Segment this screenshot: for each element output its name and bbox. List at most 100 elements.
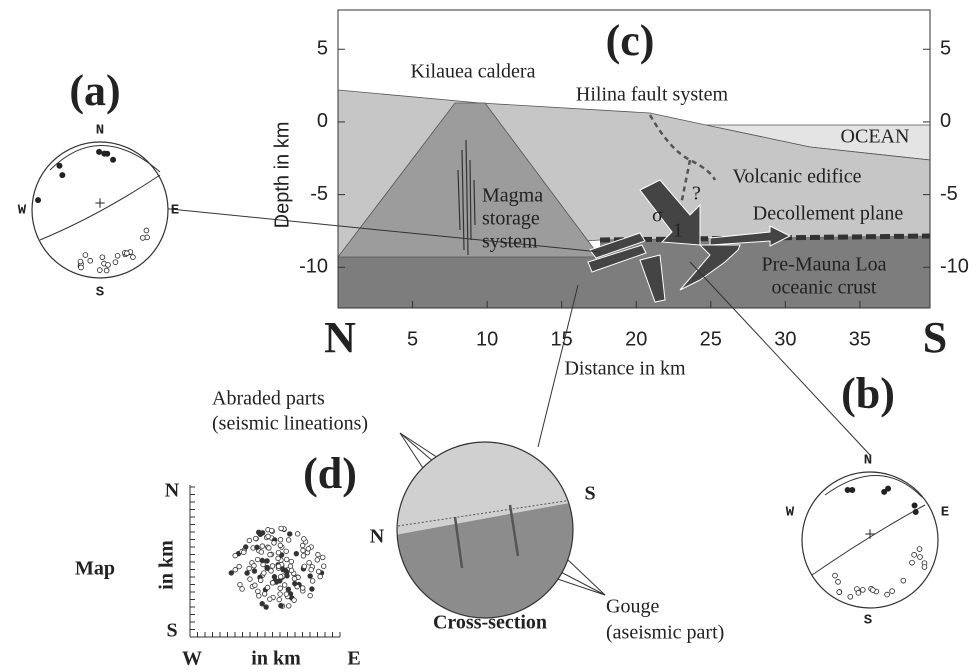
map-axis-label: in km — [251, 648, 301, 670]
map-point — [245, 571, 250, 576]
map-point — [276, 556, 281, 561]
panel-label: (b) — [841, 369, 895, 418]
map-point — [247, 538, 252, 543]
compass: E — [941, 505, 949, 521]
y-tick-label: -10 — [299, 256, 328, 278]
svg-text:+: + — [94, 193, 105, 215]
stereonet-point — [845, 487, 850, 492]
label: Kilauea caldera — [411, 61, 536, 83]
map-point — [284, 549, 289, 554]
map-point — [256, 589, 261, 594]
stereonet-point — [870, 588, 875, 593]
map-point — [306, 546, 311, 551]
map-point — [320, 555, 325, 560]
map-point — [248, 577, 253, 582]
label: system — [482, 231, 538, 253]
sigma-sub: 1 — [673, 220, 683, 242]
stereonet-point — [104, 268, 109, 273]
map-point — [294, 551, 299, 556]
map-title: Map — [75, 558, 115, 580]
map-point — [269, 528, 274, 533]
map-point — [276, 564, 281, 569]
map-point — [268, 552, 273, 557]
map-point — [260, 544, 265, 549]
label: ? — [692, 183, 701, 205]
stereonet-point — [35, 198, 40, 203]
stereonet-point — [79, 265, 84, 270]
map-point — [302, 564, 307, 569]
stereonet-point — [83, 253, 88, 258]
map-point — [285, 573, 290, 578]
stereonet-point — [140, 236, 145, 241]
map-point — [286, 538, 291, 543]
label: Decollement plane — [753, 203, 904, 225]
stereonet-point — [60, 172, 65, 177]
map-point — [282, 583, 287, 588]
map-point — [272, 541, 277, 546]
stereonet-point — [856, 590, 861, 595]
map-point — [252, 563, 257, 568]
caption: Cross-section — [433, 612, 547, 634]
map-point — [241, 550, 246, 555]
map-point — [309, 567, 314, 572]
compass: S — [864, 613, 872, 629]
label: Volcanic edifice — [732, 166, 861, 188]
stereonet-point — [922, 565, 927, 570]
stereonet-point — [100, 255, 105, 260]
map-axis-label: in km — [156, 540, 178, 590]
map-point — [316, 552, 321, 557]
map-point — [301, 548, 306, 553]
map-point — [284, 557, 289, 562]
label: storage — [482, 208, 540, 230]
x-tick-label: 10 — [476, 328, 498, 350]
map-point — [240, 587, 245, 592]
y-tick-label: 0 — [940, 110, 951, 132]
map-point — [286, 587, 291, 592]
map-point — [253, 536, 258, 541]
map-point — [315, 558, 320, 563]
stereonet-point — [910, 560, 915, 565]
stereonet-point — [913, 509, 918, 514]
stereonet-point — [110, 157, 115, 162]
map-point — [265, 566, 270, 571]
map-point — [258, 578, 263, 583]
compass: N — [165, 480, 180, 502]
y-tick-label: -5 — [940, 183, 958, 205]
map-point — [308, 593, 313, 598]
map-point — [256, 594, 261, 599]
map-point — [308, 574, 313, 579]
svg-text:+: + — [864, 524, 875, 546]
stereonet-point — [105, 151, 110, 156]
map-point — [247, 566, 252, 571]
map-point — [243, 545, 248, 550]
stereonet-point — [833, 573, 838, 578]
map-point — [277, 597, 282, 602]
stereonet-point — [113, 260, 118, 265]
stereonet-point — [918, 555, 923, 560]
map-point — [270, 581, 275, 586]
stereonet-point — [144, 228, 149, 233]
map-point — [300, 586, 305, 591]
stereonet-point — [837, 590, 842, 595]
map-point — [233, 553, 238, 558]
map-point — [237, 564, 242, 569]
map-point — [265, 585, 270, 590]
map-point — [264, 605, 269, 610]
end-label: N — [324, 313, 356, 362]
stereonet-point — [885, 486, 890, 491]
map-point — [301, 554, 306, 559]
map-point — [316, 569, 321, 574]
map-point — [267, 546, 272, 551]
stereonet-point — [890, 589, 895, 594]
y-tick-label: 0 — [317, 110, 328, 132]
stereonet-point — [124, 251, 129, 256]
stereonet-point — [97, 268, 102, 273]
stereonet-point — [917, 547, 922, 552]
x-tick-label: 30 — [774, 328, 796, 350]
map-point — [262, 571, 267, 576]
map-point — [278, 537, 283, 542]
compass: W — [182, 648, 202, 670]
map-point — [278, 574, 283, 579]
map-point — [321, 564, 326, 569]
map-point — [318, 574, 323, 579]
